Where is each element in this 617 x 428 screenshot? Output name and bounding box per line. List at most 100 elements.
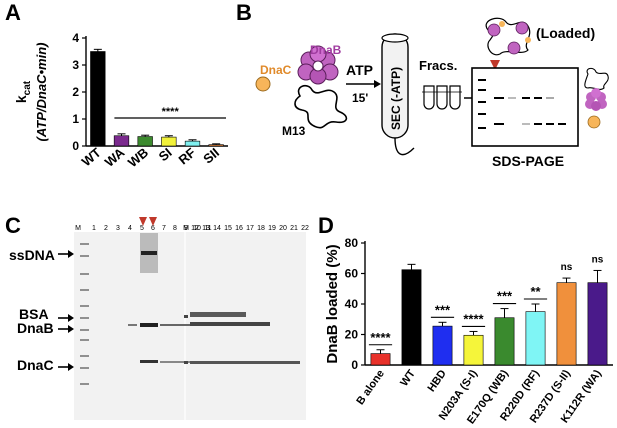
significance-hbd: *** [435, 302, 451, 317]
significance-r220d-rf-: ** [530, 284, 541, 299]
lane-label-right-8: 19 [268, 225, 276, 232]
atp-label: ATP [346, 62, 373, 78]
panel-label-b: B [236, 0, 252, 25]
lane-label-left-9: 9 [184, 225, 188, 232]
m13-label: M13 [282, 124, 306, 138]
x-tick-label-b-alone: B alone [354, 368, 387, 407]
dnab-band-label: DnaB [17, 320, 54, 336]
lane-label-left-11: 11 [204, 225, 211, 232]
lane-label-right-0: M [183, 225, 189, 232]
lane-label-right-6: 17 [246, 225, 254, 232]
bar-r220d-rf- [525, 311, 546, 366]
lane-label-right-10: 21 [290, 225, 298, 232]
gel-overlay: M 1 2 3 4 5 6 7 8 9 10 11M 12 13 14 15 16 17 18 19 20 21 22 [58, 217, 309, 385]
lane-label-right-1: 12 [191, 225, 199, 232]
marker-band-7 [80, 339, 89, 341]
bar-WB [137, 136, 153, 147]
lane-label-left-7: 7 [162, 225, 166, 232]
bar-hbd [432, 325, 453, 366]
dnab-label: DnaB [310, 43, 342, 57]
band-arrow-head-0 [68, 250, 74, 258]
loaded-complex-icon [485, 17, 531, 56]
time-label: 15' [352, 91, 368, 105]
panel-label-d: D [318, 213, 334, 238]
bar-k112r-wa- [587, 282, 608, 366]
x-tick-label-SI: SI [156, 145, 175, 164]
sec-label: SEC (-ATP) [389, 67, 403, 130]
y-tick-label-0: 0 [351, 358, 358, 372]
ssdna-label: ssDNA [9, 247, 55, 263]
bar-e170q-wb- [494, 317, 515, 366]
fraction-7-marker-icon [139, 217, 147, 226]
band-arrow-head-2 [68, 325, 74, 333]
x-tick-label-RF: RF [176, 145, 199, 168]
bar-WT [90, 51, 106, 147]
bar-b-alone [370, 353, 391, 366]
dnac-band-right [190, 361, 300, 364]
significance-stars: **** [162, 106, 180, 118]
significance-r237d-s-ii-: ns [561, 262, 573, 273]
m13-ssdna-icon [294, 84, 348, 129]
dnab-hexamer-icon [297, 45, 339, 85]
lane-label-right-2: 13 [202, 225, 210, 232]
band-arrow-head-1 [68, 314, 74, 322]
bsa-band-right [190, 312, 246, 317]
marker-band-4 [80, 305, 89, 307]
lane-label-left-2: 2 [104, 225, 108, 232]
arrow-right-icon [374, 80, 381, 88]
x-tick-label-WA: WA [102, 144, 128, 169]
y-tick-label-0: 0 [72, 139, 79, 153]
y-axis-units: (ATP/DnaC•min) [34, 43, 49, 142]
lane-label-right-4: 15 [224, 225, 232, 232]
ssdna-band-7-8 [141, 251, 157, 255]
x-tick-label-wt: WT [398, 368, 418, 389]
gel-bands [478, 79, 566, 129]
marker-band-0 [80, 243, 89, 245]
y-axis-label: kcat [13, 80, 33, 103]
lane-label-right-5: 16 [235, 225, 243, 232]
bar-SI [161, 136, 177, 147]
lane-label-left-1: 1 [92, 225, 96, 232]
marker-band-8 [80, 355, 89, 357]
bar-WA [113, 135, 130, 147]
y-tick-label-1: 1 [72, 112, 79, 126]
dnab-band-7-8 [140, 323, 158, 327]
loaded-label: (Loaded) [536, 25, 595, 41]
bar-r237d-s-ii- [556, 282, 577, 366]
ssdna-legend-icon [584, 67, 609, 90]
panel-label-a: A [5, 0, 21, 25]
marker-band-10 [80, 383, 89, 385]
marker-band-5 [80, 317, 89, 319]
y-tick-label-3: 60 [345, 267, 359, 281]
y-tick-label-2: 2 [72, 85, 79, 99]
dnab-band-9-11 [160, 324, 194, 326]
marker-band-right-1 [184, 315, 188, 318]
dnab-legend-icon [585, 88, 607, 111]
dnac-band-7-8 [140, 360, 158, 363]
loaded-fraction-marker-icon [490, 60, 500, 70]
dnac-band-label: DnaC [17, 357, 54, 373]
dnab-band-right [190, 322, 270, 326]
y-axis-label: DnaB loaded (%) [324, 244, 341, 363]
marker-band-2 [80, 273, 89, 275]
marker-band-9 [80, 367, 89, 369]
dnab-band-6 [128, 324, 137, 326]
lane-label-left-4: 4 [128, 225, 132, 232]
lane-label-left-10: 10 [193, 225, 201, 232]
lane-label-left-5: 5 [140, 225, 144, 232]
panel-label-c: C [5, 213, 21, 238]
fraction-8-marker-icon [149, 217, 157, 226]
dnac-band-9-11 [160, 361, 194, 363]
dnac-legend-icon [587, 115, 601, 129]
marker-band-right-2 [184, 361, 188, 364]
lane-label-right-11: 22 [301, 225, 309, 232]
tubes-icon [422, 85, 462, 110]
gel-box [471, 67, 579, 147]
marker-band-1 [80, 255, 89, 257]
y-tick-label-4: 80 [345, 236, 359, 250]
lane-label-right-9: 20 [279, 225, 287, 232]
fracs-label: Fracs. [419, 58, 457, 73]
marker-band-6 [80, 329, 89, 331]
